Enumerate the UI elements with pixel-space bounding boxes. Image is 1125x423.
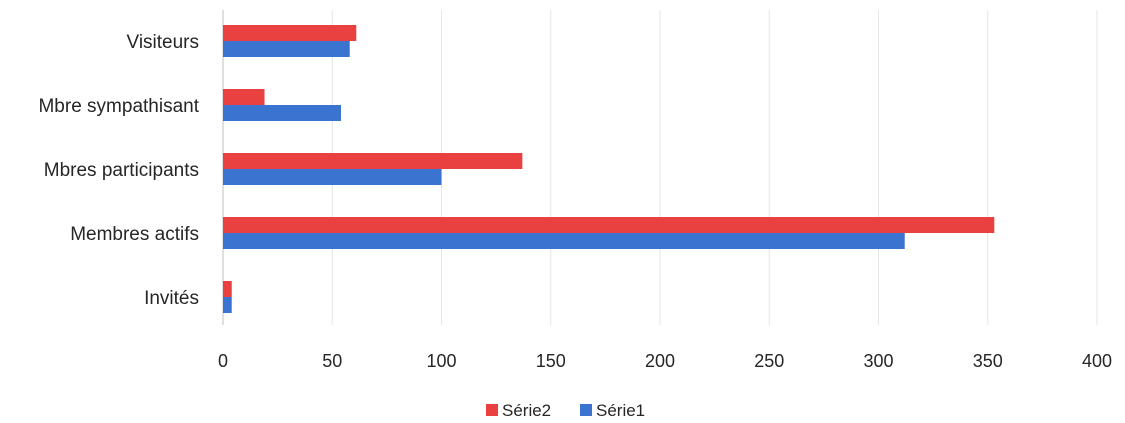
x-tick-label: 400 [1082,351,1112,371]
category-label: Mbres participants [44,160,199,181]
category-label: Membres actifs [70,224,199,245]
legend: Série2 Série1 [486,401,645,420]
x-tick-label: 350 [973,351,1003,371]
x-tick-label: 50 [322,351,342,371]
category-label: Mbre sympathisant [38,96,199,117]
legend-swatch [580,404,592,416]
bar-srie1-4 [223,297,232,313]
bar-srie2-1 [223,89,265,105]
category-label: Invités [144,288,199,309]
bar-srie1-0 [223,41,350,57]
x-tick-labels: 0 50 100 150 200 250 300 350 400 [218,351,1112,371]
legend-label: Série2 [502,401,551,420]
bar-srie1-2 [223,169,442,185]
x-tick-label: 250 [754,351,784,371]
bar-srie2-4 [223,281,232,297]
x-tick-label: 100 [426,351,456,371]
bar-srie2-2 [223,153,523,169]
x-tick-label: 0 [218,351,228,371]
category-labels: Visiteurs Mbre sympathisant Mbres particip… [38,32,199,309]
bar-srie2-3 [223,217,995,233]
legend-label: Série1 [596,401,645,420]
bar-srie2-0 [223,25,357,41]
x-tick-label: 300 [863,351,893,371]
bar-srie1-3 [223,233,905,249]
x-tick-label: 150 [536,351,566,371]
bar-srie1-1 [223,105,341,121]
category-label: Visiteurs [126,32,199,53]
legend-swatch [486,404,498,416]
bars [223,25,995,313]
x-tick-label: 200 [645,351,675,371]
